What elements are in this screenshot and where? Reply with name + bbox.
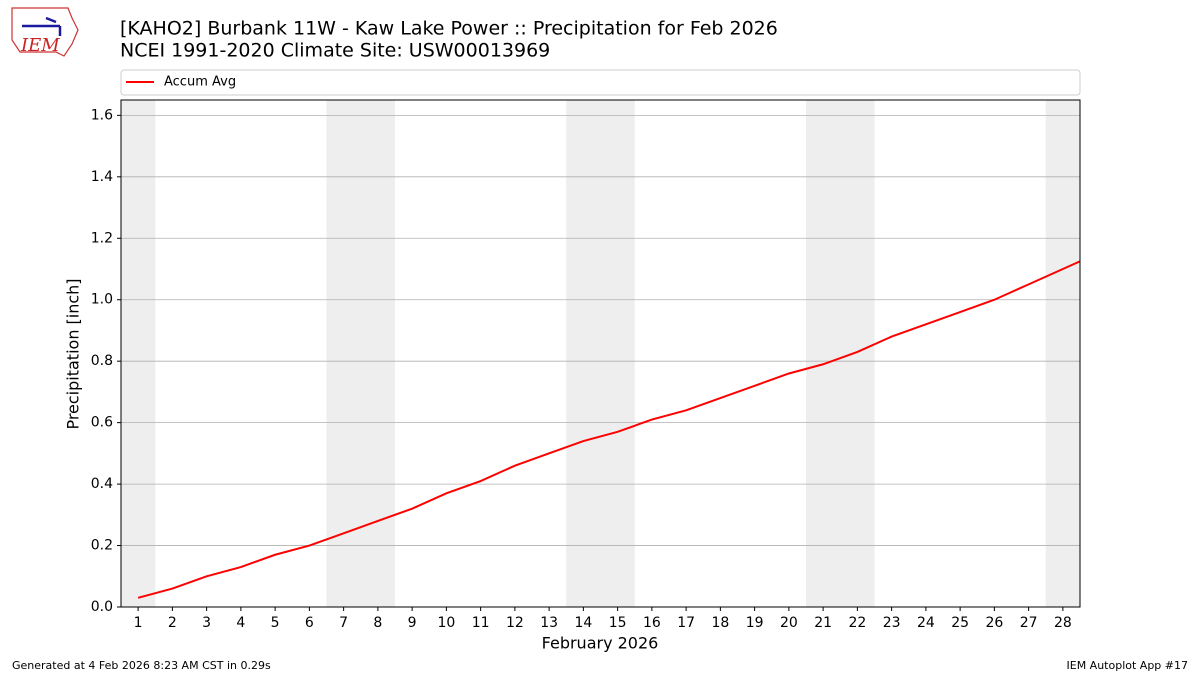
weekend-band	[121, 100, 156, 607]
x-tick-label: 18	[711, 615, 729, 631]
weekend-band	[1045, 100, 1080, 607]
x-tick-label: 22	[848, 615, 866, 631]
x-tick-label: 15	[609, 615, 627, 631]
weekend-band	[326, 100, 395, 607]
chart-subtitle: NCEI 1991-2020 Climate Site: USW00013969	[120, 40, 550, 62]
y-tick-label: 1.6	[91, 107, 113, 123]
y-tick-label: 0.8	[91, 353, 113, 369]
x-tick-label: 9	[408, 615, 417, 631]
y-tick-label: 0.6	[91, 415, 113, 431]
x-tick-label: 7	[339, 615, 348, 631]
x-tick-label: 4	[236, 615, 245, 631]
x-tick-label: 8	[373, 615, 382, 631]
x-tick-label: 5	[271, 615, 280, 631]
x-tick-label: 23	[883, 615, 901, 631]
y-axis-label: Precipitation [inch]	[64, 278, 83, 429]
y-tick-label: 1.2	[91, 230, 113, 246]
x-tick-label: 21	[814, 615, 832, 631]
y-tick-label: 0.2	[91, 538, 113, 554]
x-tick-label: 12	[506, 615, 524, 631]
logo: IEM	[11, 7, 79, 57]
x-tick-label: 14	[574, 615, 592, 631]
x-tick-label: 25	[951, 615, 969, 631]
x-tick-label: 20	[780, 615, 798, 631]
x-tick-label: 24	[917, 615, 935, 631]
x-tick-label: 26	[985, 615, 1003, 631]
x-tick-label: 10	[437, 615, 455, 631]
footer-right: IEM Autoplot App #17	[1067, 659, 1189, 672]
series-line	[137, 260, 1080, 599]
x-tick-label: 17	[677, 615, 695, 631]
x-tick-label: 2	[168, 615, 177, 631]
footer-left: Generated at 4 Feb 2026 8:23 AM CST in 0…	[12, 659, 271, 672]
x-tick-label: 3	[202, 615, 211, 631]
weekend-band	[566, 100, 635, 607]
x-tick-label: 19	[746, 615, 764, 631]
chart-title: [KAHO2] Burbank 11W - Kaw Lake Power :: …	[120, 18, 778, 40]
y-tick-label: 0.0	[91, 599, 113, 615]
weekend-band	[806, 100, 875, 607]
x-tick-label: 6	[305, 615, 314, 631]
x-tick-label: 27	[1020, 615, 1038, 631]
plot-frame	[120, 99, 1081, 608]
plot-area: 0.00.20.40.60.81.01.21.41.61 2 3 4 5 6 7 8 9 10 11…	[91, 99, 1081, 631]
y-tick-label: 1.4	[91, 169, 113, 185]
x-tick-label: 28	[1054, 615, 1072, 631]
x-tick-label: 13	[540, 615, 558, 631]
y-tick-label: 0.4	[91, 476, 113, 492]
legend-box	[120, 69, 1081, 96]
logo-text: IEM	[20, 35, 60, 56]
legend-label: Accum Avg	[164, 75, 236, 90]
x-tick-label: 16	[643, 615, 661, 631]
y-tick-label: 1.0	[91, 292, 113, 308]
x-tick-label: 1	[134, 615, 143, 631]
x-tick-label: 11	[472, 615, 490, 631]
x-axis-label: February 2026	[542, 634, 659, 653]
